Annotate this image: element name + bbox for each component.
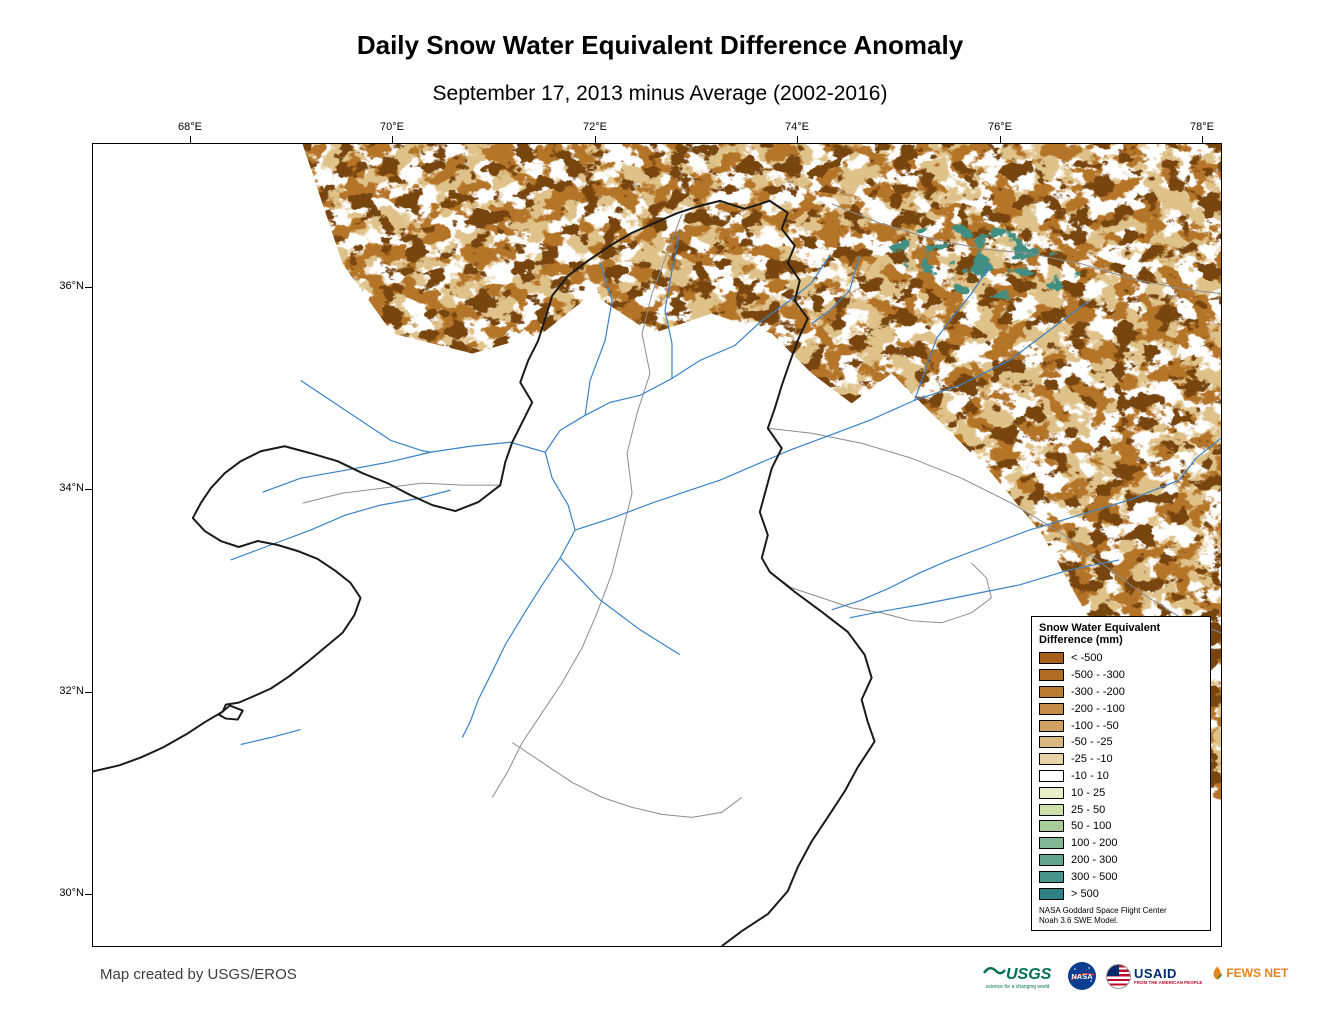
logo-row: USGS science for a changing world NASA U… (982, 958, 1288, 994)
legend-swatch (1039, 702, 1064, 715)
legend-swatch (1039, 820, 1064, 833)
lon-tick-mark (1202, 136, 1203, 143)
legend-class-label: -300 - -200 (1071, 685, 1125, 698)
legend-row: 300 - 500 (1039, 868, 1203, 885)
usgs-tagline: science for a changing world (986, 984, 1050, 990)
legend-swatch (1039, 887, 1064, 900)
lat-tick-mark (85, 489, 92, 490)
legend-panel: Snow Water Equivalent Difference (mm) < … (1031, 616, 1211, 931)
legend-class-label: > 500 (1071, 887, 1099, 900)
nasa-logo: NASA (1067, 961, 1097, 991)
legend-row: 25 - 50 (1039, 801, 1203, 818)
legend-row: -500 - -300 (1039, 667, 1203, 684)
map-canvas (93, 144, 1221, 946)
legend-class-label: -500 - -300 (1071, 669, 1125, 682)
lat-tick-mark (85, 692, 92, 693)
lat-tick-mark (85, 287, 92, 288)
lat-tick-label: 34°N (59, 482, 84, 494)
legend-class-label: -25 - -10 (1071, 753, 1113, 766)
legend-title-line2: Difference (mm) (1039, 634, 1123, 646)
legend-row: -200 - -100 (1039, 700, 1203, 717)
legend-class-label: -100 - -50 (1071, 719, 1119, 732)
legend-footnote-line1: NASA Goddard Space Flight Center (1039, 905, 1167, 915)
legend-footnote: NASA Goddard Space Flight Center Noah 3.… (1039, 906, 1203, 926)
usgs-logo: USGS science for a changing world (982, 961, 1058, 991)
lon-tick-mark (392, 136, 393, 143)
legend-title-line1: Snow Water Equivalent (1039, 622, 1161, 634)
lon-tick-label: 72°E (583, 121, 607, 133)
river-network (230, 230, 1221, 746)
legend-class-label: -50 - -25 (1071, 736, 1113, 749)
lon-tick-label: 70°E (380, 121, 404, 133)
legend-class-label: 200 - 300 (1071, 853, 1118, 866)
lon-tick-mark (190, 136, 191, 143)
legend-class-label: -10 - 10 (1071, 769, 1109, 782)
usaid-flag-icon (1106, 963, 1131, 989)
lon-tick-mark (595, 136, 596, 143)
legend-class-label: 10 - 25 (1071, 786, 1106, 799)
legend-swatch (1039, 837, 1064, 850)
legend-class-label: 50 - 100 (1071, 820, 1112, 833)
lon-tick-mark (1000, 136, 1001, 143)
legend-row: < -500 (1039, 650, 1203, 667)
legend-swatch (1039, 769, 1064, 782)
lon-tick-label: 74°E (785, 121, 809, 133)
lon-tick-label: 76°E (988, 121, 1012, 133)
legend-footnote-line2: Noah 3.6 SWE Model. (1039, 915, 1119, 925)
legend-row: -10 - 10 (1039, 768, 1203, 785)
legend-swatch (1039, 736, 1064, 749)
legend-class-label: -200 - -100 (1071, 702, 1125, 715)
legend-class-label: < -500 (1071, 652, 1103, 665)
legend-row: -25 - -10 (1039, 751, 1203, 768)
basin-boundary (93, 199, 876, 946)
lat-tick-label: 32°N (59, 685, 84, 697)
legend-row: 100 - 200 (1039, 835, 1203, 852)
legend-swatch (1039, 685, 1064, 698)
legend-row: 10 - 25 (1039, 784, 1203, 801)
legend-swatch (1039, 719, 1064, 732)
legend-row: -300 - -200 (1039, 684, 1203, 701)
legend-row: 50 - 100 (1039, 818, 1203, 835)
legend-row: -50 - -25 (1039, 734, 1203, 751)
usaid-tagline: FROM THE AMERICAN PEOPLE (1134, 979, 1203, 985)
legend-swatch (1039, 669, 1064, 682)
legend-row: 200 - 300 (1039, 852, 1203, 869)
lon-tick-mark (797, 136, 798, 143)
lat-tick-label: 30°N (59, 887, 84, 899)
legend-swatch (1039, 803, 1064, 816)
lon-tick-label: 68°E (178, 121, 202, 133)
legend-rows: < -500 -500 - -300 -300 - -200 -200 - -100 -… (1039, 650, 1203, 902)
legend-row: -100 - -50 (1039, 717, 1203, 734)
legend-swatch (1039, 870, 1064, 883)
fewsnet-logo-text: FEWS NET (1226, 965, 1289, 980)
legend-class-label: 100 - 200 (1071, 837, 1118, 850)
usgs-wave-icon (983, 967, 1006, 975)
legend-swatch (1039, 652, 1064, 665)
lat-tick-mark (85, 894, 92, 895)
usaid-logo: USAID FROM THE AMERICAN PEOPLE (1106, 963, 1203, 989)
legend-swatch (1039, 853, 1064, 866)
lon-tick-label: 78°E (1190, 121, 1214, 133)
legend-title: Snow Water Equivalent Difference (mm) (1039, 622, 1203, 646)
legend-class-label: 300 - 500 (1071, 870, 1118, 883)
legend-swatch (1039, 786, 1064, 799)
fewsnet-logo: FEWS NET (1211, 965, 1288, 988)
legend-class-label: 25 - 50 (1071, 803, 1106, 816)
nasa-logo-text: NASA (1071, 972, 1093, 981)
legend-swatch (1039, 753, 1064, 766)
fewsnet-flame-icon (1213, 966, 1223, 979)
usaid-logo-text: USAID (1134, 965, 1177, 981)
legend-row: > 500 (1039, 885, 1203, 902)
usgs-logo-text: USGS (1006, 966, 1052, 983)
page-title: Daily Snow Water Equivalent Difference A… (356, 30, 964, 60)
credit-text: Map created by USGS/EROS (100, 966, 297, 983)
lat-tick-label: 36°N (59, 280, 84, 292)
page-subtitle: September 17, 2013 minus Average (2002-2… (432, 82, 888, 105)
positive-anomaly-patch (881, 218, 1082, 304)
terrain-anomaly-raster (302, 144, 1221, 803)
map-frame: Snow Water Equivalent Difference (mm) < … (92, 143, 1222, 947)
